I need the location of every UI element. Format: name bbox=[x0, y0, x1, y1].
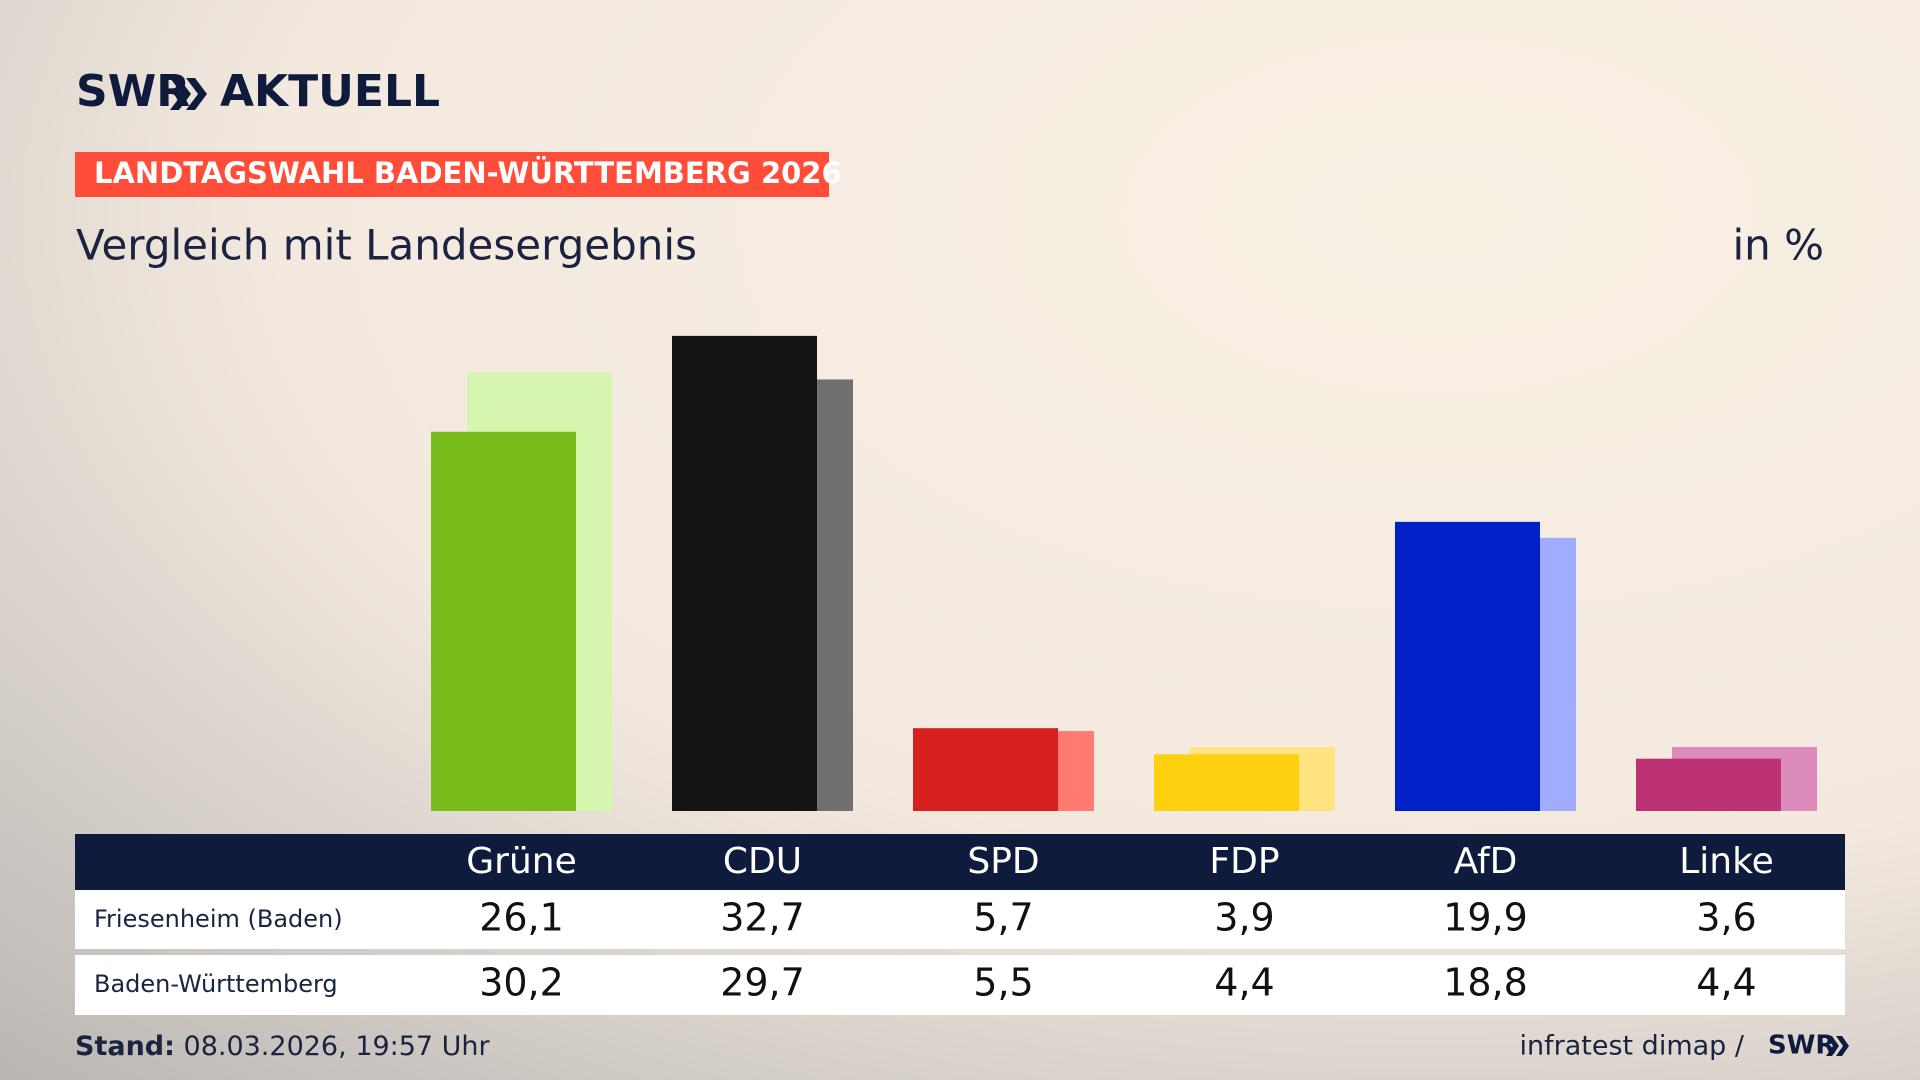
category-label: SPD bbox=[967, 841, 1039, 882]
bar bbox=[1636, 758, 1781, 811]
logo-section: AKTUELL bbox=[220, 66, 440, 117]
source-logo: SWR bbox=[1768, 1031, 1835, 1061]
value-label: 5,5 bbox=[973, 961, 1033, 1005]
tag-background bbox=[75, 152, 829, 197]
value-label: 26,1 bbox=[479, 896, 564, 940]
footer-stand: Stand: 08.03.2026, 19:57 Uhr bbox=[75, 1031, 491, 1062]
source: infratest dimap / bbox=[1519, 1031, 1744, 1062]
value-label: 3,6 bbox=[1696, 896, 1756, 940]
table-row bbox=[75, 955, 1845, 1015]
bar bbox=[1395, 521, 1540, 811]
value-label: 5,7 bbox=[973, 896, 1033, 940]
value-label: 30,2 bbox=[479, 961, 564, 1005]
category-label: Grüne bbox=[466, 841, 576, 882]
table-row bbox=[75, 890, 1845, 949]
stand-label: Stand: bbox=[75, 1031, 175, 1062]
unit-label: in % bbox=[1732, 221, 1824, 270]
logo-chevrons bbox=[170, 78, 207, 110]
value-label: 4,4 bbox=[1214, 961, 1274, 1005]
source-chevrons bbox=[1826, 1036, 1849, 1056]
value-label: 29,7 bbox=[720, 961, 805, 1005]
category-label: CDU bbox=[723, 841, 802, 882]
value-label: 3,9 bbox=[1214, 896, 1274, 940]
row-label: Baden-Württemberg bbox=[94, 970, 338, 998]
value-label: 19,9 bbox=[1443, 896, 1528, 940]
bar bbox=[913, 728, 1058, 811]
category-label: FDP bbox=[1209, 841, 1279, 882]
bar bbox=[672, 335, 817, 811]
value-label: 4,4 bbox=[1696, 961, 1756, 1005]
chart-title: Vergleich mit Landesergebnis bbox=[76, 221, 697, 270]
row-label: Friesenheim (Baden) bbox=[94, 905, 343, 933]
tag: LANDTAGSWAHL BADEN-WÜRTTEMBERG 2026 bbox=[94, 156, 842, 190]
stand-date: 08.03.2026, 19:57 Uhr bbox=[184, 1031, 491, 1062]
bar bbox=[431, 431, 576, 811]
value-label: 32,7 bbox=[720, 896, 805, 940]
value-label: 18,8 bbox=[1443, 961, 1528, 1005]
category-label: Linke bbox=[1679, 841, 1774, 882]
table-header bbox=[75, 834, 1845, 890]
logo-swr: SWR bbox=[76, 66, 190, 117]
bar bbox=[1154, 754, 1299, 811]
category-label: AfD bbox=[1454, 841, 1518, 882]
